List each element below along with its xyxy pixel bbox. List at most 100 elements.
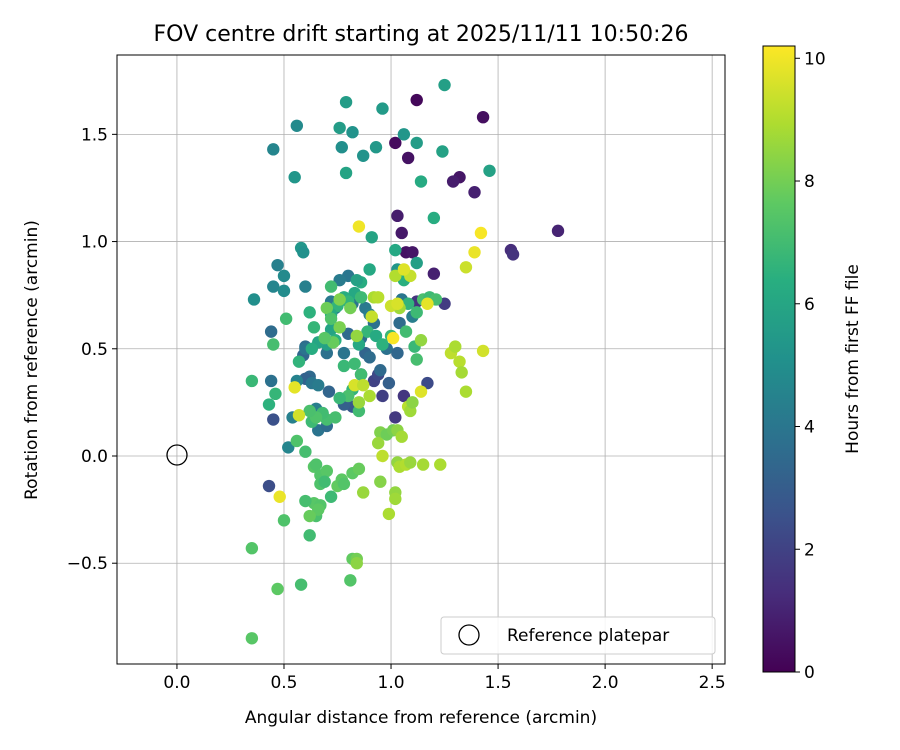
data-point bbox=[410, 306, 423, 319]
colorbar-tick-label: 2 bbox=[804, 540, 815, 560]
data-point bbox=[410, 353, 423, 366]
data-point bbox=[277, 269, 291, 283]
data-point bbox=[273, 490, 286, 503]
data-point bbox=[446, 175, 460, 188]
colorbar-tick-label: 0 bbox=[804, 663, 815, 683]
data-point bbox=[374, 475, 387, 488]
data-point bbox=[476, 344, 490, 358]
data-point bbox=[386, 331, 400, 345]
data-point bbox=[376, 389, 389, 403]
data-point bbox=[427, 211, 441, 225]
data-point bbox=[303, 306, 316, 319]
data-point bbox=[382, 507, 396, 521]
data-point bbox=[290, 434, 304, 448]
data-point bbox=[292, 409, 306, 422]
data-point bbox=[267, 280, 280, 293]
data-point bbox=[506, 248, 520, 261]
data-point bbox=[307, 321, 321, 334]
data-point bbox=[389, 136, 402, 150]
data-point bbox=[406, 246, 419, 259]
data-point bbox=[267, 143, 280, 156]
data-point bbox=[410, 136, 423, 150]
data-point bbox=[320, 346, 334, 360]
colorbar-tick-label: 8 bbox=[804, 172, 815, 192]
data-point bbox=[369, 329, 383, 343]
colorbar-tick-label: 4 bbox=[804, 418, 815, 438]
data-point bbox=[474, 226, 488, 240]
data-point bbox=[374, 364, 387, 377]
data-point bbox=[333, 321, 346, 334]
colorbar-ticks: 0 2 4 6 8 10 bbox=[795, 49, 826, 683]
plot-frame bbox=[116, 54, 726, 665]
data-point bbox=[303, 529, 316, 542]
data-point bbox=[339, 95, 353, 109]
data-point bbox=[344, 301, 357, 315]
x-axis-ticks: 0.0 0.5 1.0 1.5 2.0 2.5 bbox=[163, 664, 726, 693]
data-point bbox=[391, 346, 404, 360]
data-point bbox=[401, 151, 415, 165]
data-point bbox=[427, 267, 441, 280]
data-point bbox=[320, 301, 334, 315]
data-point bbox=[264, 374, 278, 388]
data-point bbox=[453, 355, 466, 368]
data-point bbox=[393, 316, 406, 330]
data-point bbox=[356, 486, 370, 499]
y-tick-label: 1.0 bbox=[81, 233, 108, 253]
data-point bbox=[350, 329, 363, 343]
data-point bbox=[468, 246, 481, 259]
data-point bbox=[262, 479, 276, 493]
data-point bbox=[365, 310, 378, 323]
data-point bbox=[389, 243, 402, 257]
data-point bbox=[299, 280, 312, 293]
data-point bbox=[371, 436, 385, 450]
data-point bbox=[352, 462, 366, 476]
data-point bbox=[312, 503, 325, 516]
data-point bbox=[271, 258, 284, 272]
data-point bbox=[350, 557, 363, 570]
data-point bbox=[333, 293, 346, 306]
data-point bbox=[354, 291, 368, 304]
data-point bbox=[551, 224, 565, 238]
data-point bbox=[363, 351, 376, 364]
data-point bbox=[389, 411, 402, 424]
reference-platepar-marker bbox=[166, 444, 188, 466]
data-point bbox=[294, 578, 308, 591]
data-point bbox=[324, 312, 338, 325]
data-point bbox=[414, 385, 428, 398]
data-point bbox=[352, 396, 366, 409]
data-point bbox=[333, 273, 346, 287]
data-point bbox=[397, 263, 411, 276]
data-point bbox=[414, 334, 428, 347]
data-point bbox=[410, 93, 423, 107]
data-point bbox=[277, 284, 291, 298]
data-point bbox=[410, 256, 423, 270]
data-point bbox=[245, 542, 259, 555]
x-axis-label: Angular distance from reference (arcmin) bbox=[245, 708, 597, 728]
data-point bbox=[354, 368, 368, 381]
data-point bbox=[277, 514, 291, 527]
data-point bbox=[324, 280, 338, 293]
data-point bbox=[279, 312, 293, 325]
data-point bbox=[476, 110, 490, 124]
colorbar-gradient bbox=[762, 45, 796, 673]
data-point bbox=[483, 164, 496, 177]
data-point bbox=[290, 119, 304, 132]
data-point bbox=[414, 175, 428, 188]
data-point bbox=[376, 102, 389, 115]
y-tick-label: 1.5 bbox=[81, 125, 108, 145]
data-point bbox=[352, 404, 366, 418]
grid-lines bbox=[117, 55, 725, 664]
data-point bbox=[312, 379, 325, 392]
data-point bbox=[333, 391, 346, 405]
data-point bbox=[346, 125, 359, 139]
data-point bbox=[299, 445, 312, 458]
data-point bbox=[356, 379, 370, 392]
data-point bbox=[245, 632, 259, 645]
data-point bbox=[449, 340, 462, 353]
x-tick-label: 1.0 bbox=[378, 673, 405, 693]
data-point bbox=[404, 456, 417, 469]
data-point bbox=[389, 492, 402, 506]
data-point bbox=[348, 357, 361, 370]
data-point bbox=[245, 374, 259, 388]
